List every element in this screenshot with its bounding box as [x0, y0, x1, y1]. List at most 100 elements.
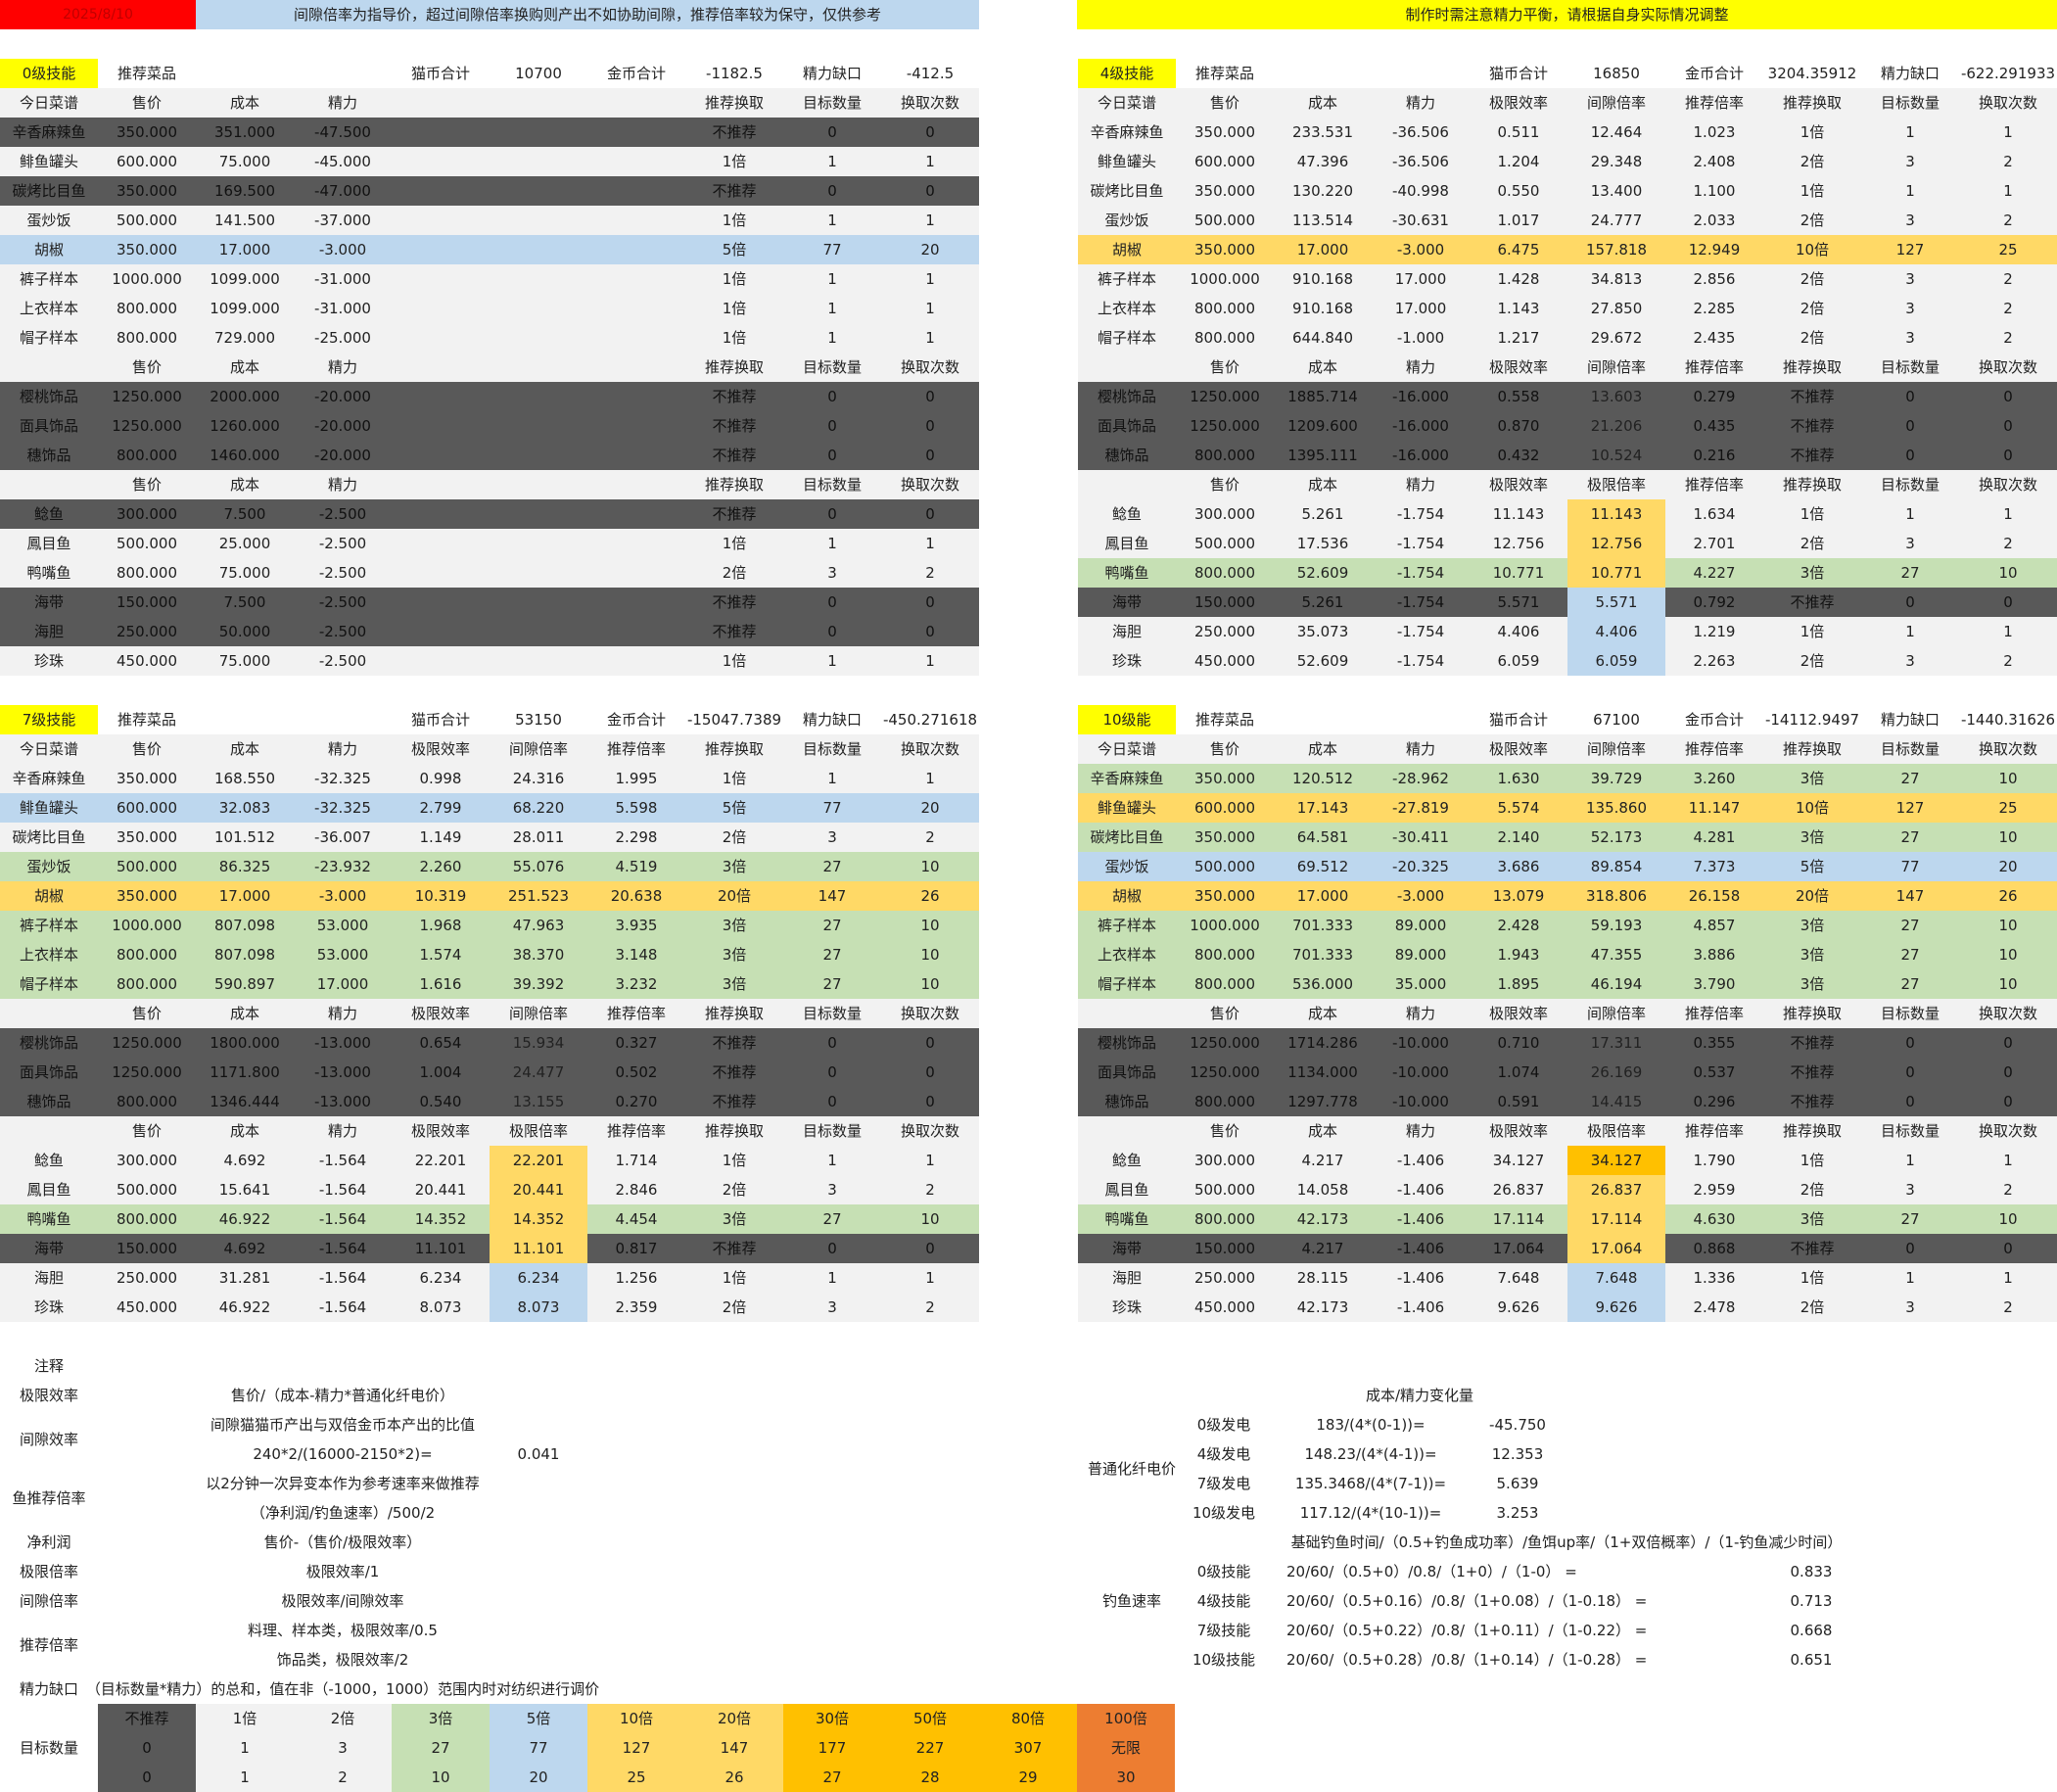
- note-key: 极限效率: [19, 1386, 78, 1404]
- price-cell: 350.000: [1193, 886, 1256, 905]
- rec-swap-cell: 1倍: [722, 769, 747, 787]
- energy-cell: -13.000: [314, 1033, 371, 1052]
- rate-highlight: [1567, 529, 1665, 558]
- swap-times-cell: 2: [2003, 269, 2013, 288]
- dish-name: 海带: [1111, 592, 1142, 611]
- target-cell: 1: [827, 1151, 837, 1169]
- price-cell: 800.000: [116, 1209, 178, 1228]
- cost-cell: 644.840: [1291, 328, 1354, 347]
- cost-cell: 807.098: [213, 916, 276, 934]
- energy-level: 4级发电: [1196, 1444, 1251, 1463]
- dish-name: 海胆: [33, 1268, 64, 1287]
- rec-swap-cell: 3倍: [1800, 916, 1825, 934]
- price-cell: 350.000: [1193, 240, 1256, 259]
- note-key: 间隙效率: [19, 1430, 78, 1448]
- price-cell: 800.000: [116, 446, 178, 464]
- table-row-bg: [0, 441, 979, 470]
- limit-eff-cell: 7.648: [1497, 1268, 1540, 1287]
- cost-cell: 233.531: [1291, 122, 1354, 141]
- column-header-today: 今日菜谱: [19, 739, 78, 758]
- limit-eff-cell: 1.217: [1497, 328, 1540, 347]
- limit-eff-cell: 1.968: [419, 916, 462, 934]
- rate-highlight: [490, 1175, 587, 1204]
- gap-rate-cell: 52.173: [1590, 827, 1643, 846]
- table-row-bg: [0, 823, 979, 852]
- cost-cell: 701.333: [1291, 945, 1354, 964]
- energy-cell: -2.500: [318, 651, 367, 670]
- rate-highlight: [1567, 1175, 1665, 1204]
- note-right-bg: [1077, 0, 2057, 29]
- table-row-bg: [1078, 206, 2057, 235]
- cost-cell: 2000.000: [210, 387, 280, 405]
- price-cell: 350.000: [1193, 827, 1256, 846]
- cost-cell: 120.512: [1291, 769, 1354, 787]
- limit-eff-cell: 0.540: [419, 1092, 462, 1110]
- energy-gap-value: -1440.31626: [1960, 710, 2056, 729]
- gap-rate-cell: 6.234: [517, 1268, 560, 1287]
- gap-rate-cell: 318.806: [1585, 886, 1648, 905]
- energy-cell: -10.000: [1392, 1033, 1449, 1052]
- gap-rate-cell: 12.756: [1590, 534, 1643, 552]
- energy-cell: -3.000: [1396, 240, 1445, 259]
- swap-times-cell: 1: [925, 328, 935, 347]
- target-cell: 3: [827, 563, 837, 582]
- energy-cell: -1.754: [1396, 563, 1445, 582]
- target-rate: 不推荐: [124, 1709, 169, 1727]
- cost-cell: 1297.778: [1287, 1092, 1358, 1110]
- energy-cell: -3.000: [1396, 886, 1445, 905]
- rec-rate-cell: 7.373: [1693, 857, 1736, 875]
- limit-eff-cell: 2.799: [419, 798, 462, 817]
- energy-formula: 148.23/(4*(4-1))=: [1304, 1444, 1437, 1463]
- section-header-bg: [0, 999, 979, 1028]
- rec-swap-cell: 20倍: [1795, 886, 1830, 905]
- rec-swap-cell: 3倍: [722, 974, 747, 993]
- target-swaps: 26: [725, 1768, 744, 1786]
- column-header-target: 目标数量: [802, 475, 862, 494]
- gap-rate-cell: 34.127: [1590, 1151, 1643, 1169]
- gap-rate-cell: 4.406: [1595, 622, 1638, 640]
- column-header-today: 今日菜谱: [19, 93, 78, 112]
- fishing-label: 钓鱼速率: [1101, 1591, 1161, 1610]
- price-cell: 800.000: [116, 945, 178, 964]
- energy-gap-label: 精力缺口: [1880, 64, 1940, 82]
- column-header-today: 今日菜谱: [1097, 739, 1156, 758]
- table-row-bg: [0, 969, 979, 999]
- target-cell: 3: [827, 1297, 837, 1316]
- rec-rate-cell: 1.023: [1693, 122, 1736, 141]
- target-cell: 27: [1900, 563, 1920, 582]
- rec-rate-cell: 4.519: [615, 857, 658, 875]
- target-cell: 27: [1900, 1209, 1920, 1228]
- swap-times-cell: 0: [925, 622, 935, 640]
- price-cell: 800.000: [116, 299, 178, 317]
- rec-rate-cell: 1.790: [1693, 1151, 1736, 1169]
- rec-swap-cell: 3倍: [1800, 945, 1825, 964]
- dish-name: 海胆: [1111, 1268, 1142, 1287]
- rec-swap-cell: 1倍: [1800, 1268, 1825, 1287]
- price-cell: 600.000: [1193, 798, 1256, 817]
- column-header-target: 目标数量: [1880, 1004, 1940, 1022]
- energy-cell: -27.819: [1392, 798, 1449, 817]
- price-cell: 1250.000: [112, 387, 182, 405]
- rate-highlight: [1567, 1234, 1665, 1263]
- column-header-rec_swap: 推荐换取: [704, 475, 764, 494]
- price-cell: 1250.000: [112, 1033, 182, 1052]
- target-cell: 27: [822, 1209, 842, 1228]
- cat-total-value: 67100: [1593, 710, 1640, 729]
- table-row-bg: [0, 881, 979, 911]
- cost-cell: 46.922: [218, 1297, 271, 1316]
- table-row-bg: [0, 1058, 979, 1087]
- rec-swap-cell: 2倍: [1800, 211, 1825, 229]
- recommend-label: 推荐菜品: [117, 710, 176, 729]
- limit-eff-cell: 0.710: [1497, 1033, 1540, 1052]
- price-cell: 500.000: [116, 857, 178, 875]
- section-header-bg: [0, 1116, 979, 1146]
- energy-cell: 89.000: [1394, 916, 1447, 934]
- target-cell: 0: [827, 1239, 837, 1257]
- limit-eff-cell: 10.771: [1492, 563, 1545, 582]
- gap-rate-cell: 13.155: [512, 1092, 565, 1110]
- dish-name: 上衣样本: [1097, 299, 1156, 317]
- rate-highlight: [490, 1293, 587, 1322]
- column-header-swaps: 换取次数: [900, 739, 959, 758]
- limit-eff-cell: 12.756: [1492, 534, 1545, 552]
- column-header-limit_eff: 极限效率: [1488, 475, 1548, 494]
